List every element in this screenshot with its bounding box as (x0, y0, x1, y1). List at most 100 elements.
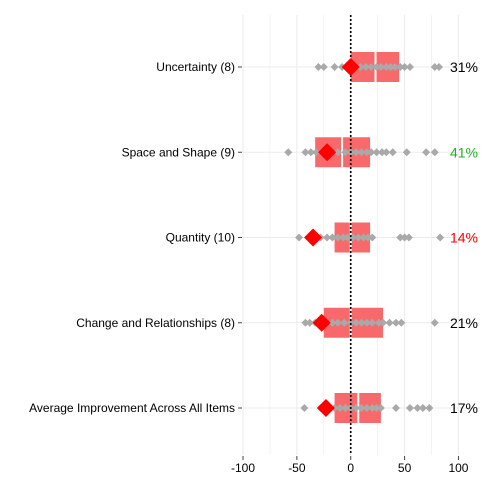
mean-marker (316, 399, 335, 417)
data-point (368, 404, 377, 412)
data-point (374, 318, 383, 327)
category-label: Uncertainty (8) (156, 60, 235, 74)
data-point (301, 318, 310, 327)
data-point (284, 148, 293, 157)
data-point (300, 404, 309, 412)
data-point (418, 404, 427, 412)
x-tick-label: 50 (398, 461, 412, 475)
x-tick-label: 0 (347, 461, 354, 475)
data-point (404, 233, 413, 242)
category-label: Change and Relationships (8) (76, 316, 235, 330)
data-point (314, 63, 323, 71)
data-point (402, 148, 411, 157)
data-point (306, 148, 315, 157)
data-point (435, 63, 444, 71)
data-point (312, 148, 321, 157)
category-label: Average Improvement Across All Items (29, 401, 235, 415)
data-point (376, 63, 385, 71)
category-label: Space and Shape (9) (122, 145, 235, 159)
data-point (352, 404, 361, 412)
data-point (352, 148, 361, 157)
data-point (430, 63, 439, 71)
data-point (341, 148, 350, 157)
data-point (362, 148, 371, 157)
data-point (377, 148, 386, 157)
data-point (385, 318, 394, 327)
data-point (361, 63, 370, 71)
data-point (295, 233, 304, 242)
data-point (367, 63, 376, 71)
data-point (405, 63, 414, 71)
data-point (405, 404, 414, 412)
data-point (328, 318, 337, 327)
data-point (319, 63, 328, 71)
data-point (340, 318, 349, 327)
data-point (368, 318, 377, 327)
data-point (301, 148, 310, 157)
data-point (382, 148, 391, 157)
data-point (413, 404, 422, 412)
mean-markers (304, 58, 360, 417)
percent-label: 41% (450, 144, 478, 160)
percent-label: 17% (450, 400, 478, 416)
data-point (390, 63, 399, 71)
category-row: Change and Relationships (8) 21% (76, 307, 480, 338)
data-point (382, 63, 391, 71)
data-point (335, 404, 344, 412)
x-axis: -100 -50 0 50 100 (231, 456, 469, 475)
data-point (391, 318, 400, 327)
data-point (391, 404, 400, 412)
percent-label: 31% (450, 59, 478, 75)
data-point (362, 318, 371, 327)
data-point (333, 148, 342, 157)
plot-rows: Uncertainty (8) 31% Space and Shape (9) 41%… (29, 52, 480, 423)
data-point (376, 404, 385, 412)
data-point (333, 233, 342, 242)
data-point (372, 63, 381, 71)
data-point (422, 148, 431, 157)
data-point (352, 318, 361, 327)
data-point (372, 148, 381, 157)
mean-marker (304, 228, 323, 247)
data-point (323, 233, 332, 242)
category-row: Quantity (10) 14% (166, 222, 480, 253)
data-point (372, 404, 381, 412)
x-tick-label: -100 (231, 461, 255, 475)
data-point (343, 233, 352, 242)
data-point (356, 63, 365, 71)
category-row: Average Improvement Across All Items 17% (29, 393, 480, 423)
data-point (330, 63, 339, 71)
data-point (359, 233, 368, 242)
data-point (367, 148, 376, 157)
data-point (368, 233, 377, 242)
data-point (396, 233, 405, 242)
data-point (341, 404, 350, 412)
data-point (396, 63, 405, 71)
data-point (362, 404, 371, 412)
data-point (400, 233, 409, 242)
data-point (379, 318, 388, 327)
data-point (357, 404, 366, 412)
mean-marker (318, 143, 337, 162)
data-point (388, 148, 397, 157)
data-point (400, 63, 409, 71)
data-point (357, 318, 366, 327)
category-row: Space and Shape (9) 41% (122, 137, 480, 168)
data-point (333, 318, 342, 327)
data-point (425, 404, 434, 412)
percent-label: 21% (450, 315, 478, 331)
data-point (354, 233, 363, 242)
x-tick-label: 100 (448, 461, 468, 475)
data-point (357, 148, 366, 157)
data-point (328, 233, 337, 242)
percent-label: 14% (450, 230, 478, 246)
data-point (436, 233, 445, 242)
data-point (339, 233, 348, 242)
mean-marker (312, 313, 331, 332)
data-point (363, 233, 372, 242)
data-point (386, 63, 395, 71)
data-point (305, 318, 314, 327)
data-point (397, 318, 406, 327)
data-point (430, 318, 439, 327)
